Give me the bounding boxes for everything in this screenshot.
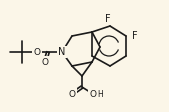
Text: O: O [90,89,96,98]
Text: N: N [58,47,66,57]
Text: O: O [42,57,49,67]
Text: F: F [132,31,138,41]
Text: F: F [105,14,111,24]
Text: O: O [33,47,41,56]
Text: H: H [97,89,103,98]
Text: O: O [68,89,76,98]
